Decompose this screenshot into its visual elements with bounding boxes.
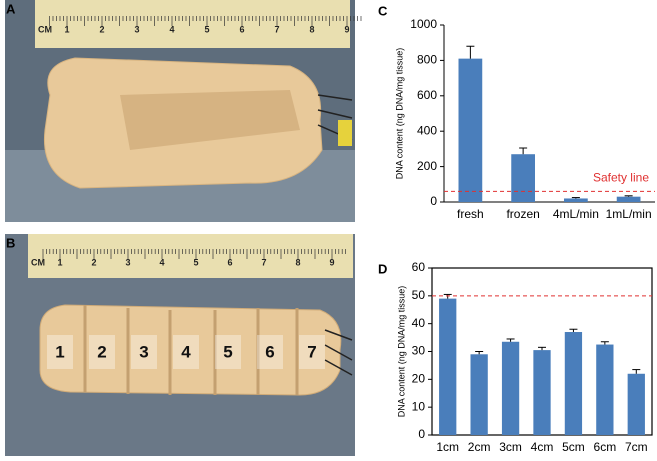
- y-tick-label: 10: [412, 399, 426, 413]
- panel-label: D: [378, 261, 387, 276]
- ruler-label: 4: [159, 257, 164, 267]
- segment-label-box: [173, 335, 199, 369]
- segment-label: 7: [307, 342, 316, 361]
- ruler-label: 5: [204, 24, 209, 34]
- bar: [564, 198, 588, 202]
- photo-a: [5, 0, 355, 222]
- segment-label: 6: [265, 342, 274, 361]
- bar: [439, 298, 457, 435]
- bar: [470, 354, 488, 435]
- ruler-label: 3: [134, 24, 139, 34]
- segment-label: 3: [139, 342, 148, 361]
- y-tick-label: 0: [430, 194, 437, 208]
- bar: [501, 341, 520, 435]
- x-tick-label: 5cm: [562, 440, 585, 454]
- tissue: [39, 304, 342, 396]
- y-tick-label: 0: [418, 427, 425, 441]
- bar: [511, 154, 535, 202]
- ruler-label: 3: [125, 257, 130, 267]
- segment-label-box: [47, 335, 73, 369]
- segment-label: 5: [223, 342, 232, 361]
- ruler-label: CM: [38, 24, 52, 34]
- cut: [83, 305, 299, 395]
- tissue-inner: [120, 90, 300, 150]
- x-tick-label: 3cm: [499, 440, 522, 454]
- ruler-label: 2: [91, 257, 96, 267]
- x-tick-label: 4cm: [531, 440, 554, 454]
- segment-label: 1: [55, 342, 64, 361]
- segment-label-box: [215, 335, 241, 369]
- segment-label-box: [131, 335, 157, 369]
- y-tick-label: 20: [412, 372, 426, 386]
- ruler-label: 5: [193, 257, 198, 267]
- y-tick-label: 200: [417, 159, 437, 173]
- clip: [338, 120, 352, 146]
- bar: [533, 350, 551, 435]
- ruler-label: 1: [57, 257, 62, 267]
- panel-label: B: [6, 235, 15, 250]
- x-tick-label: 7cm: [625, 440, 648, 454]
- bar: [627, 373, 645, 435]
- ruler-label: 4: [169, 24, 174, 34]
- y-tick-label: 40: [412, 316, 426, 330]
- ruler-label: 7: [261, 257, 266, 267]
- ruler-label: 6: [239, 24, 244, 34]
- ruler-label: 1: [64, 24, 69, 34]
- ruler-label: 8: [309, 24, 314, 34]
- x-tick-label: 6cm: [594, 440, 617, 454]
- ruler-label: 9: [344, 24, 349, 34]
- ruler-label: 9: [329, 257, 334, 267]
- panel-label: C: [378, 3, 388, 18]
- segment-label-box: [89, 335, 115, 369]
- y-tick-label: 50: [412, 288, 426, 302]
- ruler: [28, 234, 353, 278]
- ruler-label: 7: [274, 24, 279, 34]
- ruler: [35, 0, 350, 48]
- x-tick-label: frozen: [506, 207, 539, 221]
- bar: [616, 196, 641, 202]
- reference-line-label: Safety line: [593, 171, 649, 185]
- panel-label: A: [6, 1, 16, 16]
- y-tick-label: 600: [417, 88, 437, 102]
- ruler-label: CM: [31, 257, 45, 267]
- segment-label-box: [257, 335, 283, 369]
- x-tick-label: 1cm: [436, 440, 459, 454]
- photo-b: [5, 234, 355, 456]
- segment-label-box: [299, 335, 325, 369]
- ruler-label: 2: [99, 24, 104, 34]
- y-tick-label: 800: [417, 53, 437, 67]
- segment-label: 2: [97, 342, 106, 361]
- x-tick-label: 1mL/min: [606, 207, 652, 221]
- x-tick-label: fresh: [457, 207, 484, 221]
- y-tick-label: 1000: [410, 17, 437, 31]
- y-tick-label: 400: [417, 123, 437, 137]
- y-tick-label: 60: [412, 260, 426, 274]
- bar: [596, 344, 614, 435]
- y-axis-label: DNA content (ng DNA/mg tissue): [394, 48, 404, 180]
- y-tick-label: 30: [412, 344, 426, 358]
- x-tick-label: 4mL/min: [553, 207, 599, 221]
- ruler-label: 8: [295, 257, 300, 267]
- ruler-label: 6: [227, 257, 232, 267]
- y-axis-label: DNA content (ng DNA/mg tissue): [396, 286, 406, 418]
- bar: [564, 332, 583, 435]
- bar: [458, 58, 483, 202]
- x-tick-label: 2cm: [468, 440, 491, 454]
- suture: [324, 329, 353, 376]
- segment-label: 4: [181, 342, 191, 361]
